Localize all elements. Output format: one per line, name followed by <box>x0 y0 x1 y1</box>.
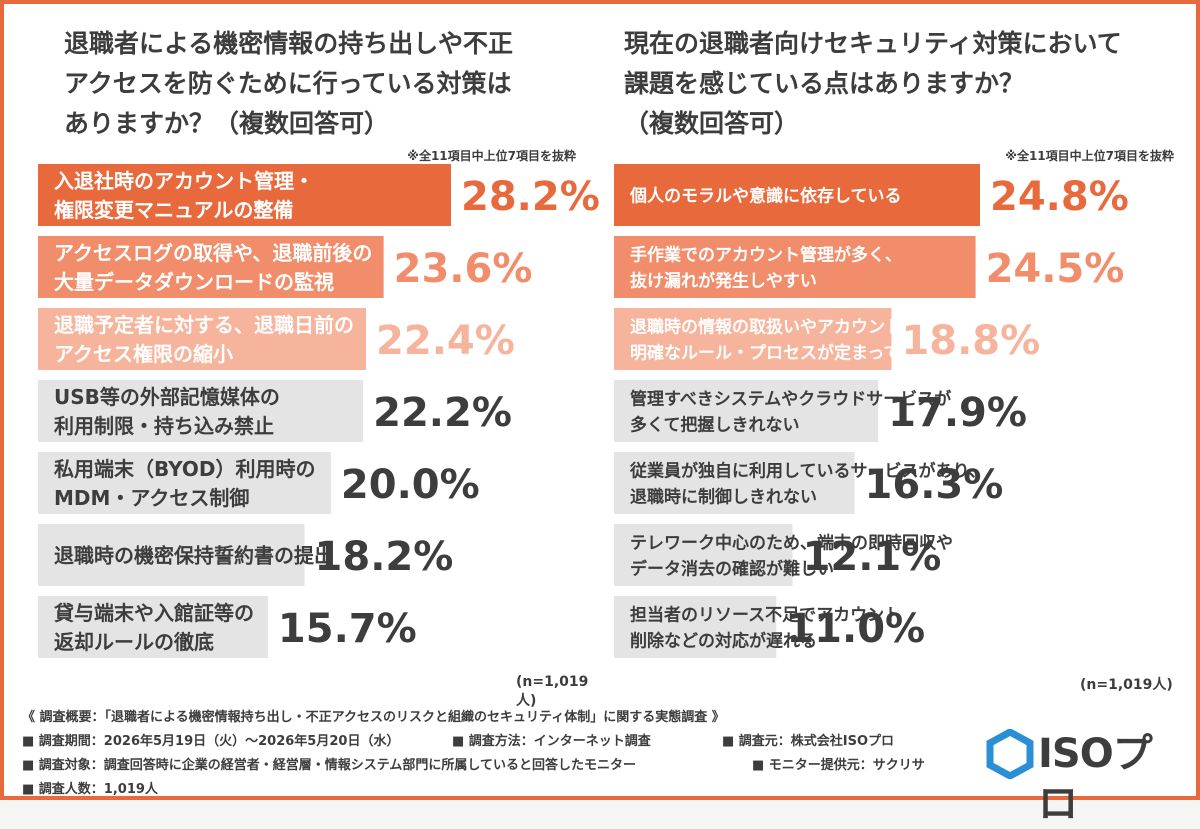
left-category-label-1: 入退社時のアカウント管理・権限変更マニュアルの整備 <box>54 169 314 222</box>
right-value-label-7: 11.0% <box>786 606 925 652</box>
left-value-label-7: 15.7% <box>278 606 417 652</box>
left-sample-size: (n=1,019人) <box>516 674 589 709</box>
left-bar-2 <box>38 236 384 298</box>
right-bar-4 <box>614 380 879 442</box>
left-value-label-2: 23.6% <box>394 246 533 292</box>
right-category-label-5: 従業員が独自に利用しているサービスがあり、退職時に制御しきれない <box>629 461 986 508</box>
right-bar-7 <box>614 596 777 658</box>
footer-source: ■ 調査元：株式会社ISOプロ <box>722 734 895 749</box>
right-note: ※全11項目中上位7項目を抜粋 <box>1005 149 1174 163</box>
left-bar-7 <box>38 596 268 658</box>
left-panel: 退職者による機密情報の持ち出しや不正 アクセスを防ぐために行っている対策は あり… <box>4 4 604 709</box>
right-category-label-1: 個人のモラルや意識に依存している <box>629 186 902 207</box>
footer-provider: ■ モニター提供元：サクリサ <box>752 758 925 773</box>
left-category-label-5: 私用端末（BYOD）利用時の MDM・アクセス制御 <box>54 457 316 510</box>
logo-text: ISOプロ <box>1038 731 1153 827</box>
right-bar-6 <box>614 524 793 586</box>
left-question-title: 退職者による機密情報の持ち出しや不正 アクセスを防ぐために行っている対策は あり… <box>64 29 514 138</box>
left-note: ※全11項目中上位7項目を抜粋 <box>407 149 576 163</box>
right-bar-2 <box>614 236 976 298</box>
left-bar-3 <box>38 308 367 370</box>
left-category-label-4: USB等の外部記憶媒体の利用制限・持ち込み禁止 <box>54 385 280 438</box>
right-category-label-2: 手作業でのアカウント管理が多く、抜け漏れが発生しやすい <box>630 245 902 292</box>
left-bar-1 <box>38 164 451 226</box>
left-bar-6 <box>38 524 305 586</box>
right-category-label-7: 担当者のリソース不足でアカウント削除などの対応が遅れる <box>630 605 901 652</box>
survey-footer: 《 調査概要：「退職者による機密情報持ち出し・不正アクセスのリスクと組織のセキュ… <box>22 706 1192 798</box>
footer-period: ■ 調査期間：2026年5月19日（火）〜2026年5月20日（水） <box>22 734 400 749</box>
left-value-label-5: 20.0% <box>341 462 480 508</box>
left-category-label-3: 退職予定者に対する、退職日前のアクセス権限の縮小 <box>54 313 354 366</box>
right-bar-1 <box>614 164 980 226</box>
footer-summary: 《 調査概要：「退職者による機密情報持ち出し・不正アクセスのリスクと組織のセキュ… <box>22 710 725 725</box>
footer-count: ■ 調査人数：1,019人 <box>22 782 158 797</box>
right-bar-chart: 個人のモラルや意識に依存している 24.8% 手作業でのアカウント管理が多く、抜け漏… <box>614 164 1129 658</box>
right-category-label-4: 管理すべきシステムやクラウドサービスが多くて把握しきれない <box>630 389 951 436</box>
right-bar-3 <box>614 308 892 370</box>
right-value-label-1: 24.8% <box>990 174 1129 220</box>
left-category-label-6: 退職時の機密保持誓約書の提出 <box>54 543 334 567</box>
left-value-label-6: 18.2% <box>315 534 454 580</box>
right-panel: 現在の退職者向けセキュリティ対策において 課題を感じている点はありますか？ （複… <box>604 4 1200 704</box>
right-category-label-6: テレワーク中心のため、端末の即時回収やデータ消去の確認が難しい <box>630 533 953 580</box>
company-logo: ISOプロ <box>986 728 1186 827</box>
right-sample-size: (n=1,019人) <box>1080 677 1173 693</box>
right-value-label-2: 24.5% <box>986 246 1125 292</box>
footer-target: ■ 調査対象：調査回答時に企業の経営者・経営層・情報システム部門に所属していると… <box>22 758 637 773</box>
right-question-title: 現在の退職者向けセキュリティ対策において 課題を感じている点はありますか？ （複… <box>624 29 1122 138</box>
right-value-label-5: 16.3% <box>865 462 1004 508</box>
left-value-label-1: 28.2% <box>461 174 600 220</box>
left-value-label-3: 22.4% <box>376 318 515 364</box>
right-bar-5 <box>614 452 855 514</box>
right-value-label-6: 12.1% <box>803 534 942 580</box>
left-bar-chart: 入退社時のアカウント管理・権限変更マニュアルの整備 28.2% アクセスログの取得や… <box>38 164 600 658</box>
right-value-label-3: 18.8% <box>901 318 1040 364</box>
left-value-label-4: 22.2% <box>373 390 512 436</box>
left-category-label-2: アクセスログの取得や、退職前後の大量データダウンロードの監視 <box>54 241 372 294</box>
left-bar-5 <box>38 452 331 514</box>
left-bar-4 <box>38 380 364 442</box>
right-value-label-4: 17.9% <box>888 390 1027 436</box>
left-category-label-7: 貸与端末や入館証等の返却ルールの徹底 <box>53 601 254 654</box>
footer-method: ■ 調査方法：インターネット調査 <box>452 734 651 749</box>
right-category-label-3: 退職時の情報の取扱いやアカウント停止に関する明確なルール・プロセスが定まっていな… <box>630 317 1004 364</box>
hexagon-logo-icon <box>986 728 1034 780</box>
